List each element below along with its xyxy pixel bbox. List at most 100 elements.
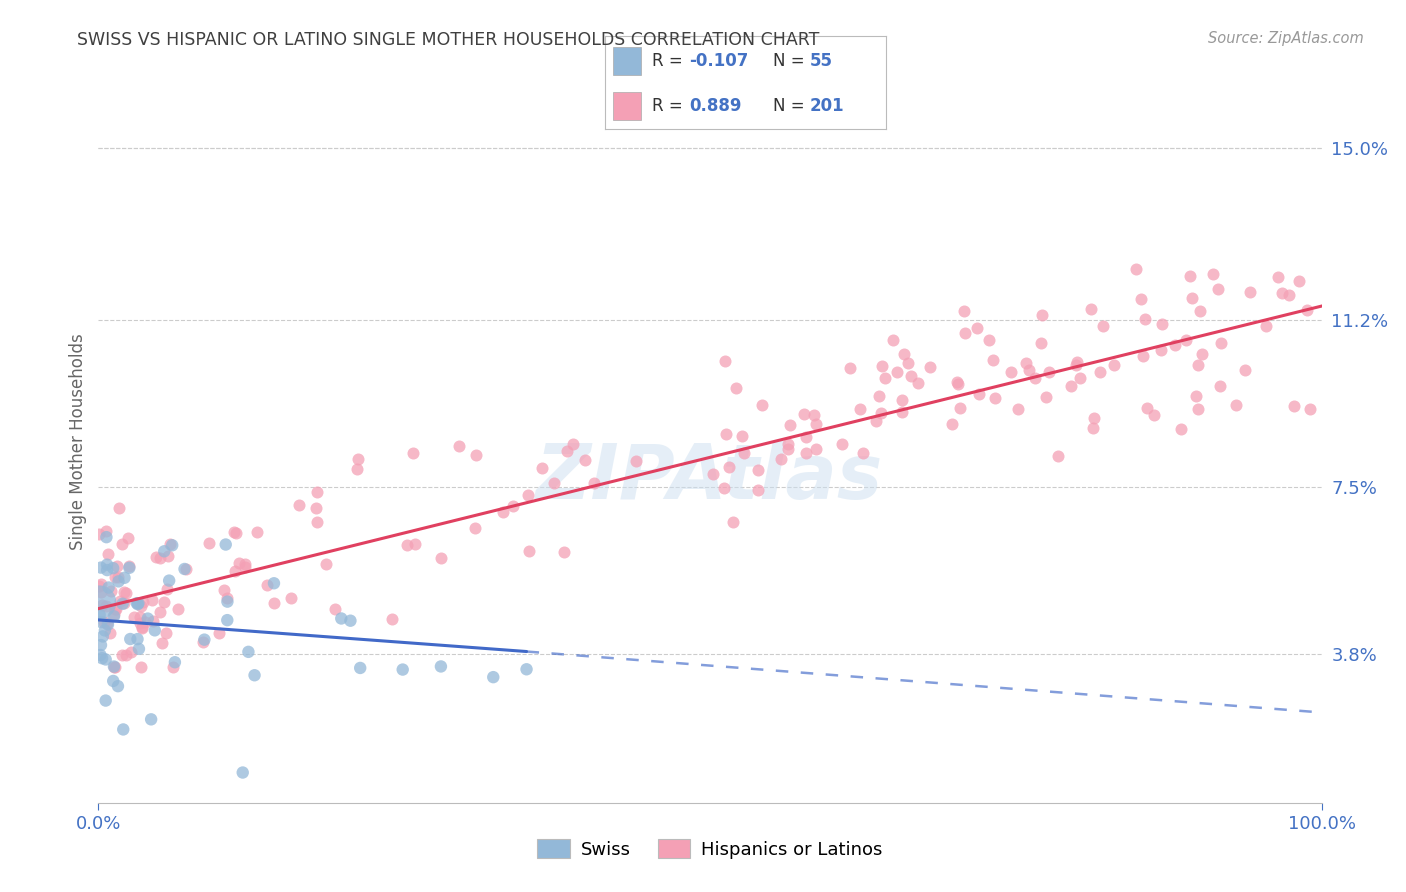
- Point: [804, 442, 827, 457]
- Point: [149, 605, 172, 619]
- Point: [93, 615, 115, 629]
- Point: [127, 596, 149, 610]
- Point: [94, 624, 117, 638]
- Point: [1187, 358, 1209, 372]
- Point: [90, 638, 112, 652]
- Point: [870, 359, 893, 373]
- Point: [347, 451, 370, 466]
- Point: [155, 626, 177, 640]
- Point: [96, 530, 118, 544]
- Point: [1187, 402, 1209, 417]
- Point: [562, 437, 585, 451]
- Point: [1185, 389, 1208, 403]
- Point: [724, 381, 747, 395]
- Point: [153, 595, 176, 609]
- Point: [91, 651, 114, 665]
- Point: [114, 571, 136, 585]
- Text: 55: 55: [810, 52, 832, 70]
- Point: [89, 607, 111, 622]
- Point: [107, 574, 129, 589]
- Point: [225, 526, 247, 541]
- Point: [717, 459, 740, 474]
- Point: [1288, 274, 1310, 288]
- Point: [156, 582, 179, 596]
- Point: [330, 611, 353, 625]
- Point: [217, 613, 239, 627]
- Point: [1225, 398, 1247, 412]
- Point: [110, 594, 132, 608]
- Point: [1152, 317, 1174, 331]
- Text: 0.889: 0.889: [689, 97, 741, 115]
- Point: [224, 524, 246, 539]
- Point: [150, 635, 173, 649]
- Point: [105, 602, 128, 616]
- Point: [105, 558, 128, 573]
- Point: [404, 537, 426, 551]
- Point: [1088, 365, 1111, 379]
- Point: [1015, 356, 1038, 370]
- Point: [224, 564, 246, 578]
- Text: R =: R =: [652, 52, 689, 70]
- Point: [112, 723, 135, 737]
- Point: [583, 476, 606, 491]
- Text: Source: ZipAtlas.com: Source: ZipAtlas.com: [1208, 31, 1364, 46]
- Point: [104, 602, 127, 616]
- Point: [228, 556, 250, 570]
- Point: [112, 584, 135, 599]
- Point: [870, 406, 893, 420]
- Point: [118, 558, 141, 573]
- Point: [132, 595, 155, 609]
- Point: [721, 515, 744, 529]
- Point: [128, 616, 150, 631]
- Point: [747, 483, 769, 498]
- Point: [215, 591, 238, 606]
- Point: [305, 515, 328, 529]
- Point: [134, 615, 156, 630]
- Point: [702, 467, 724, 481]
- Point: [1178, 268, 1201, 283]
- Text: N =: N =: [773, 97, 810, 115]
- Point: [143, 624, 166, 638]
- Point: [1125, 261, 1147, 276]
- Point: [90, 599, 112, 613]
- Point: [280, 591, 302, 605]
- Point: [890, 405, 912, 419]
- Point: [1029, 336, 1052, 351]
- Point: [1175, 333, 1198, 347]
- Point: [794, 430, 817, 444]
- Point: [865, 414, 887, 428]
- Point: [315, 557, 337, 571]
- Point: [1191, 347, 1213, 361]
- Point: [896, 356, 918, 370]
- Point: [838, 360, 860, 375]
- Point: [869, 389, 891, 403]
- Point: [1064, 358, 1087, 372]
- Point: [948, 376, 970, 391]
- Point: [1081, 420, 1104, 434]
- Point: [112, 596, 135, 610]
- Point: [136, 611, 159, 625]
- Point: [243, 668, 266, 682]
- Point: [117, 531, 139, 545]
- Point: [305, 500, 328, 515]
- Point: [94, 599, 117, 614]
- Point: [733, 446, 755, 460]
- Point: [120, 632, 142, 646]
- Point: [1234, 362, 1257, 376]
- Point: [886, 364, 908, 378]
- Point: [946, 376, 969, 390]
- Point: [131, 620, 153, 634]
- Y-axis label: Single Mother Households: Single Mother Households: [69, 334, 87, 549]
- Point: [381, 612, 404, 626]
- Point: [1038, 365, 1060, 379]
- Point: [464, 521, 486, 535]
- Point: [1239, 285, 1261, 299]
- Point: [139, 712, 162, 726]
- Point: [245, 524, 267, 539]
- Point: [131, 619, 153, 633]
- Point: [141, 593, 163, 607]
- Point: [107, 679, 129, 693]
- Point: [1102, 358, 1125, 372]
- Point: [402, 446, 425, 460]
- Point: [1267, 270, 1289, 285]
